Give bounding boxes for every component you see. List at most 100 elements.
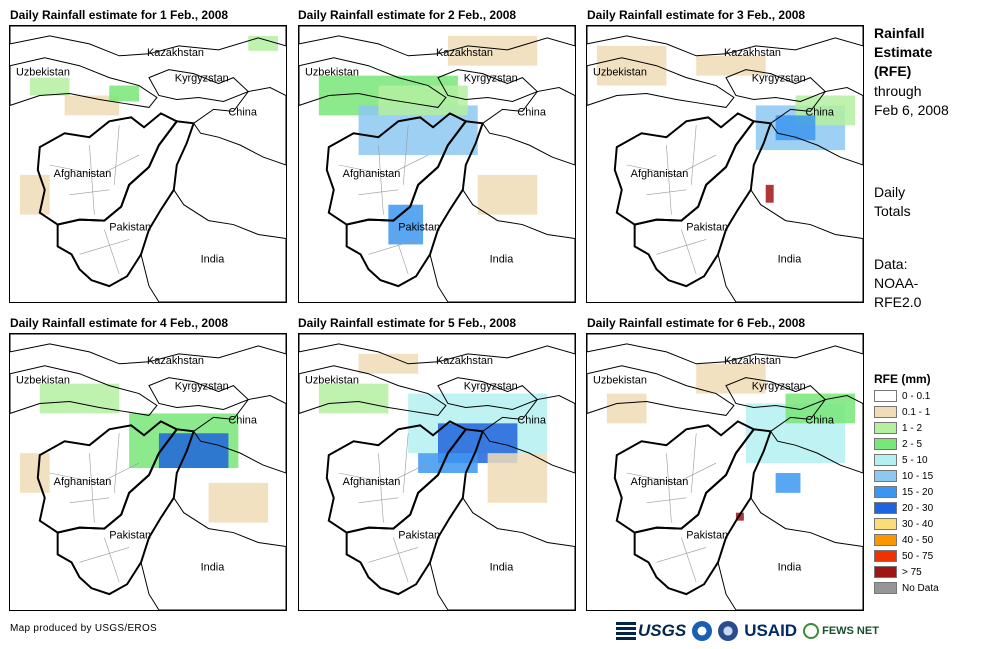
legend-swatch <box>874 438 897 450</box>
country-label-pakistan: Pakistan <box>109 530 151 542</box>
province-boundaries <box>49 433 140 583</box>
country-label-afghanistan: Afghanistan <box>54 476 112 488</box>
legend-item: > 75 <box>874 564 922 580</box>
country-border <box>10 57 158 108</box>
country-label-afghanistan: Afghanistan <box>343 168 401 180</box>
rainfall-map-graphic: Kazakhstan Uzbekistan Kyrgyzstan China Afgha… <box>10 334 286 610</box>
legend-label: 0 - 0.1 <box>902 390 931 402</box>
focus-country-border <box>345 120 485 288</box>
country-label-pakistan: Pakistan <box>686 222 728 234</box>
legend-item: No Data <box>874 580 939 596</box>
map-panel-2: Kazakhstan Uzbekistan Kyrgyzstan China Afgha… <box>298 25 576 303</box>
sidebar-data-label: Data: <box>874 256 908 272</box>
rainfall-patch <box>358 353 419 374</box>
legend-swatch <box>874 534 897 546</box>
legend-item: 0 - 0.1 <box>874 388 930 404</box>
legend-label: 20 - 30 <box>902 502 934 514</box>
country-label-india: India <box>778 561 803 573</box>
country-label-kyrgyzstan: Kyrgyzstan <box>175 73 229 85</box>
focus-country-border <box>56 120 196 288</box>
focus-country-border <box>633 428 773 596</box>
country-border <box>481 87 575 166</box>
noaa-seal-icon <box>692 621 713 641</box>
sidebar-totals: Totals <box>874 203 911 219</box>
country-label-pakistan: Pakistan <box>398 222 440 234</box>
legend-item: 0.1 - 1 <box>874 404 930 420</box>
country-label-india: India <box>201 253 226 265</box>
partner-logos: USGS USAID FEWS NET <box>616 617 879 645</box>
rainfall-patch <box>696 55 766 76</box>
panel-title-4: Daily Rainfall estimate for 4 Feb., 2008 <box>10 316 229 330</box>
legend-item: 15 - 20 <box>874 484 933 500</box>
sidebar-through: through <box>874 83 922 99</box>
country-label-afghanistan: Afghanistan <box>631 476 689 488</box>
map-panel-6: Kazakhstan Uzbekistan Kyrgyzstan China Afgha… <box>586 333 864 611</box>
country-label-afghanistan: Afghanistan <box>54 168 112 180</box>
legend-item: 1 - 2 <box>874 420 922 436</box>
rainfall-map-graphic: Kazakhstan Uzbekistan Kyrgyzstan China Afgha… <box>587 334 863 610</box>
rainfall-map-graphic: Kazakhstan Uzbekistan Kyrgyzstan China Afgha… <box>299 334 575 610</box>
rainfall-patch <box>735 512 744 521</box>
country-label-india: India <box>201 561 226 573</box>
country-border <box>481 395 575 474</box>
legend-swatch <box>874 422 897 434</box>
legend-item: 10 - 15 <box>874 468 933 484</box>
country-label-pakistan: Pakistan <box>398 530 440 542</box>
legend-swatch <box>874 502 897 514</box>
rainfall-patch <box>318 383 389 414</box>
country-label-kazakhstan: Kazakhstan <box>724 47 781 59</box>
province-boundaries <box>338 125 429 275</box>
country-label-pakistan: Pakistan <box>109 222 151 234</box>
country-label-china: China <box>805 414 834 426</box>
rainfall-patch <box>19 453 50 493</box>
rainfall-patch <box>477 174 538 215</box>
fews-net-logo-text: FEWS NET <box>822 625 879 637</box>
rainfall-patch <box>418 453 478 473</box>
legend-label: 30 - 40 <box>902 518 934 530</box>
map-panel-4: Kazakhstan Uzbekistan Kyrgyzstan China Afgha… <box>9 333 287 611</box>
legend-label: 50 - 75 <box>902 550 934 562</box>
country-label-china: China <box>805 106 834 118</box>
usgs-logo-text: USGS <box>638 621 687 640</box>
nws-seal-icon <box>718 621 739 641</box>
rainfall-patch <box>487 453 548 503</box>
province-boundaries <box>626 433 717 583</box>
country-border <box>192 87 286 166</box>
rainfall-map-graphic: Kazakhstan Uzbekistan Kyrgyzstan China Afgha… <box>299 26 575 302</box>
legend-label: 10 - 15 <box>902 470 934 482</box>
map-panel-5: Kazakhstan Uzbekistan Kyrgyzstan China Afgha… <box>298 333 576 611</box>
sidebar-data-source-2: RFE2.0 <box>874 294 922 310</box>
country-label-china: China <box>228 106 257 118</box>
sidebar-daily: Daily <box>874 184 906 200</box>
focus-country-border <box>56 428 196 596</box>
country-label-uzbekistan: Uzbekistan <box>16 67 70 79</box>
province-boundaries <box>49 125 140 275</box>
legend-swatch <box>874 390 897 402</box>
country-border <box>299 26 575 57</box>
country-label-kazakhstan: Kazakhstan <box>436 355 493 367</box>
country-label-kyrgyzstan: Kyrgyzstan <box>464 381 518 393</box>
rainfall-patch <box>109 85 140 102</box>
country-label-pakistan: Pakistan <box>686 530 728 542</box>
globe-icon <box>803 623 820 639</box>
panel-title-1: Daily Rainfall estimate for 1 Feb., 2008 <box>10 8 229 22</box>
legend-item: 2 - 5 <box>874 436 922 452</box>
country-label-china: China <box>228 414 257 426</box>
usgs-logo: USGS <box>616 621 686 641</box>
legend-label: 15 - 20 <box>902 486 934 498</box>
map-panel-3: Kazakhstan Uzbekistan Kyrgyzstan China Afgha… <box>586 25 864 303</box>
province-boundaries <box>626 125 717 275</box>
province-boundaries <box>338 433 429 583</box>
country-label-china: China <box>517 106 546 118</box>
usaid-logo: USAID <box>744 621 798 640</box>
legend-swatch <box>874 470 897 482</box>
country-label-kazakhstan: Kazakhstan <box>724 355 781 367</box>
legend-item: 40 - 50 <box>874 532 933 548</box>
panel-title-5: Daily Rainfall estimate for 5 Feb., 2008 <box>298 316 517 330</box>
country-border <box>299 365 447 416</box>
country-label-afghanistan: Afghanistan <box>343 476 401 488</box>
country-label-uzbekistan: Uzbekistan <box>593 67 647 79</box>
country-label-afghanistan: Afghanistan <box>631 168 689 180</box>
country-border <box>587 26 863 57</box>
rainfall-patch <box>606 393 647 424</box>
